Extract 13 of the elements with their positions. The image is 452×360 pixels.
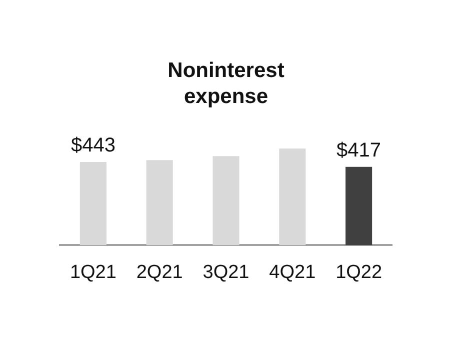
x-tick-label: 4Q21 — [269, 262, 316, 283]
bar — [346, 166, 372, 246]
data-label: $443 — [70, 134, 116, 157]
bar — [212, 156, 240, 246]
x-tick-label: 2Q21 — [136, 262, 183, 283]
x-tick-label: 1Q22 — [336, 262, 382, 283]
chart-title: Noninterest expense — [168, 58, 284, 108]
bar — [279, 148, 306, 246]
x-tick-label: 3Q21 — [202, 262, 250, 283]
data-label: $417 — [336, 139, 382, 162]
bar — [146, 160, 173, 246]
x-tick-label: 1Q21 — [70, 262, 116, 283]
bar — [80, 162, 106, 246]
